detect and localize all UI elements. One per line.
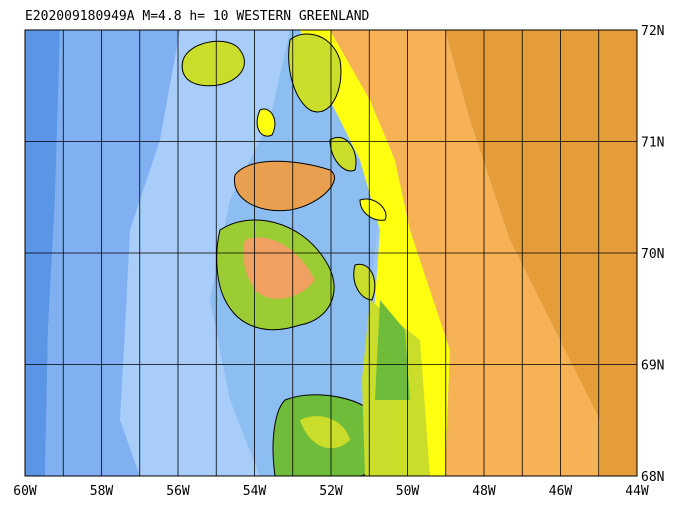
lon-label: 50W [396, 484, 420, 499]
lon-label: 56W [166, 484, 190, 499]
lon-label: 54W [243, 484, 267, 499]
graticule [25, 30, 637, 476]
lon-label: 48W [472, 484, 496, 499]
lat-label: 69N [641, 359, 664, 374]
lat-label: 70N [641, 247, 664, 262]
map-frame [24, 29, 638, 477]
map-title: E202009180949A M=4.8 h= 10 WESTERN GREEN… [25, 9, 370, 24]
lat-label: 71N [641, 136, 664, 151]
lon-label: 52W [319, 484, 343, 499]
lat-label: 72N [641, 24, 664, 39]
lon-label: 60W [13, 484, 37, 499]
lat-label: 68N [641, 470, 664, 485]
lon-label: 58W [90, 484, 114, 499]
lon-label: 46W [549, 484, 573, 499]
lon-label: 44W [625, 484, 649, 499]
